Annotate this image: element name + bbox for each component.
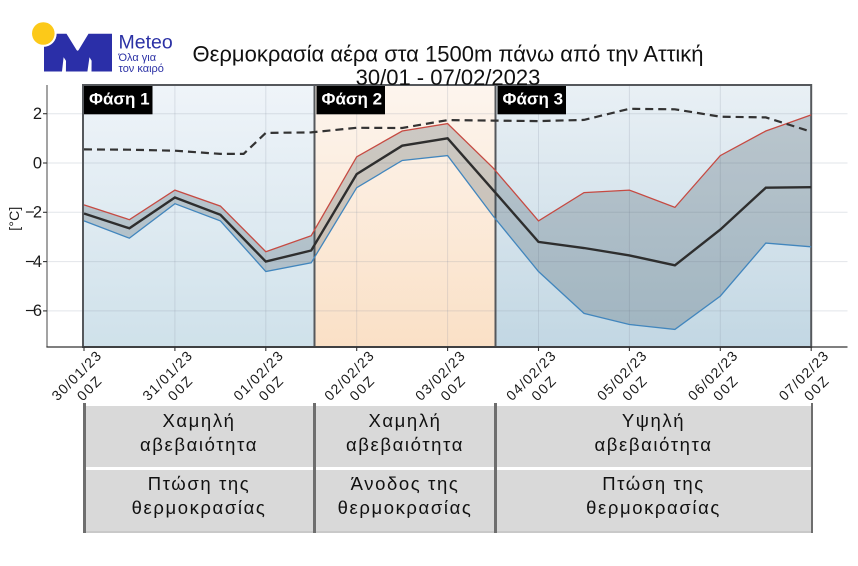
svg-text:0: 0 (33, 154, 42, 172)
svg-text:Φάση 2: Φάση 2 (322, 90, 383, 109)
svg-text:−4: −4 (25, 253, 42, 271)
svg-text:−6: −6 (25, 302, 42, 320)
svg-text:Φάση 1: Φάση 1 (89, 90, 150, 109)
svg-text:−2: −2 (25, 204, 42, 222)
svg-text:Όλα για: Όλα για (118, 52, 157, 64)
svg-text:[°C]: [°C] (6, 207, 22, 231)
svg-text:Θερμοκρασία αέρα στα 1500m πάν: Θερμοκρασία αέρα στα 1500m πάνω από την … (192, 42, 703, 67)
svg-text:30/01 - 07/02/2023: 30/01 - 07/02/2023 (356, 65, 541, 90)
svg-text:τον καιρό: τον καιρό (119, 63, 164, 75)
svg-text:Φάση 3: Φάση 3 (503, 90, 564, 109)
svg-text:2: 2 (33, 105, 42, 123)
svg-text:Meteo: Meteo (119, 32, 173, 54)
